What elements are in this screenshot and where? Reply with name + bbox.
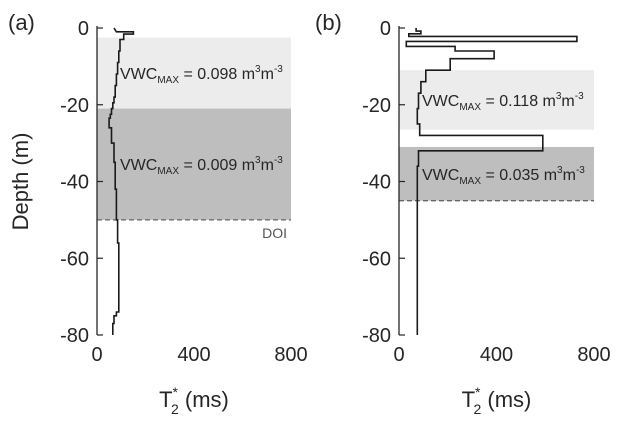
vwc-sup2: -3 — [274, 64, 283, 75]
vwc-prefix: VWC — [422, 93, 459, 110]
y-tick-label: -80 — [362, 325, 391, 347]
x-axis-label-main: T — [159, 387, 172, 412]
y-tick-label: -20 — [362, 95, 391, 117]
vwc-unit: m — [563, 167, 576, 184]
x-axis-label: T* 2 (ms) — [462, 384, 532, 417]
x-axis-label-sup: * — [475, 384, 481, 400]
vwc-band — [399, 70, 594, 130]
vwc-band — [97, 37, 291, 109]
x-axis-label-sub: 2 — [171, 401, 179, 417]
y-tick-label: -40 — [60, 172, 89, 194]
vwc-unit: m — [261, 157, 274, 174]
vwc-sup2: -3 — [575, 91, 584, 102]
vwc-sub: MAX — [157, 75, 179, 86]
vwc-prefix: VWC — [120, 157, 157, 174]
y-tick-label: -40 — [362, 172, 391, 194]
x-axis-label-unit: (ms) — [179, 387, 229, 412]
x-axis-label-sup: * — [173, 384, 179, 400]
vwc-prefix: VWC — [422, 167, 459, 184]
vwc-band — [399, 146, 594, 201]
x-axis-label-unit: (ms) — [481, 387, 531, 412]
vwc-value: = 0.035 m — [481, 167, 557, 184]
y-tick-label: -60 — [362, 248, 391, 270]
t2-profile-line — [108, 27, 135, 335]
vwc-band — [97, 108, 291, 220]
vwc-annotation: VWCMAX = 0.009 m3m-3 — [120, 155, 283, 177]
vwc-sup2: -3 — [274, 155, 283, 166]
vwc-sub: MAX — [157, 166, 179, 177]
x-tick-label: 0 — [393, 344, 404, 366]
x-tick-label: 400 — [177, 344, 210, 366]
y-tick-label: 0 — [380, 18, 391, 40]
vwc-value: = 0.118 m — [481, 93, 556, 110]
x-tick-label: 0 — [91, 344, 102, 366]
x-axis-label-main: T — [462, 387, 475, 412]
x-axis-label-sub: 2 — [474, 401, 482, 417]
vwc-sub: MAX — [459, 102, 481, 113]
vwc-value: = 0.009 m — [179, 157, 255, 174]
y-tick-label: 0 — [78, 18, 89, 40]
panel-label: (b) — [315, 10, 342, 35]
y-tick-label: -80 — [60, 325, 89, 347]
x-tick-label: 800 — [274, 344, 307, 366]
vwc-sup: 3 — [255, 64, 261, 75]
x-tick-label: 800 — [577, 344, 610, 366]
vwc-sub: MAX — [459, 176, 481, 187]
y-tick-label: -20 — [60, 95, 89, 117]
panel-label: (a) — [8, 10, 35, 35]
vwc-unit: m — [561, 93, 574, 110]
vwc-sup: 3 — [255, 155, 261, 166]
t2-profile-line — [405, 28, 578, 335]
y-axis-label: Depth (m) — [8, 133, 33, 231]
vwc-sup: 3 — [557, 165, 563, 176]
vwc-annotation: VWCMAX = 0.118 m3m-3 — [422, 91, 584, 113]
x-tick-label: 400 — [480, 344, 513, 366]
vwc-sup: 3 — [556, 91, 562, 102]
vwc-annotation: VWCMAX = 0.035 m3m-3 — [422, 165, 585, 187]
doi-label: DOI — [262, 225, 287, 241]
y-tick-label: -60 — [60, 248, 89, 270]
vwc-unit: m — [261, 66, 274, 83]
vwc-annotation: VWCMAX = 0.098 m3m-3 — [120, 64, 283, 86]
vwc-prefix: VWC — [120, 66, 157, 83]
vwc-value: = 0.098 m — [179, 66, 255, 83]
x-axis-label: T* 2 (ms) — [159, 384, 229, 417]
vwc-sup2: -3 — [576, 165, 585, 176]
